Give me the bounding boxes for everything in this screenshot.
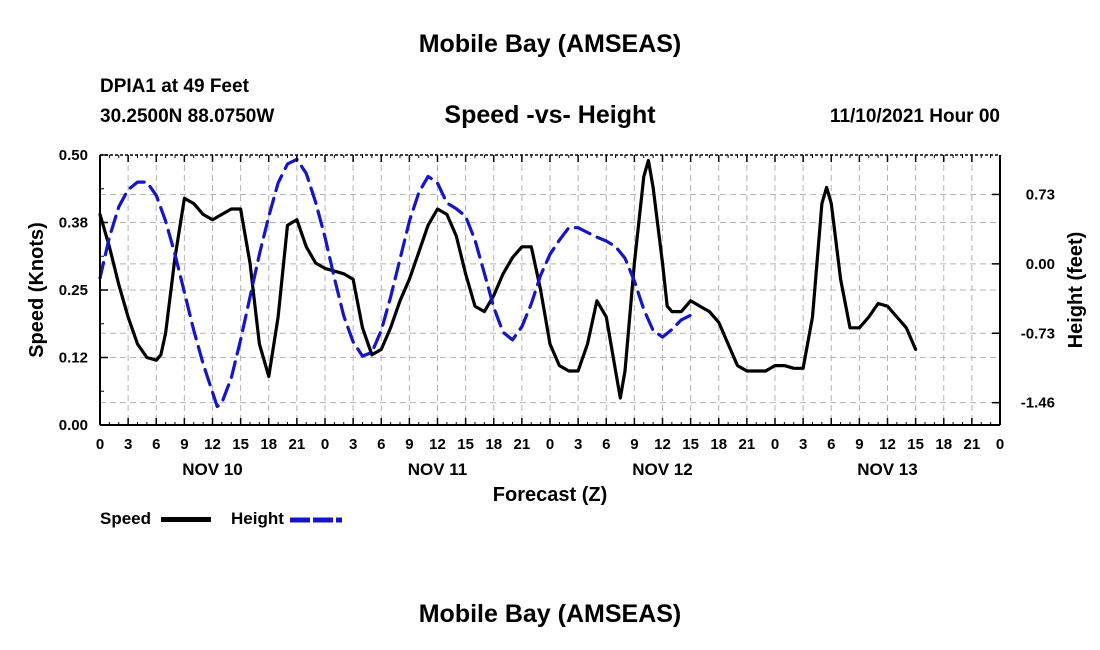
x-tick-label: 9: [405, 436, 413, 453]
x-tick-label: 0: [321, 436, 329, 453]
x-tick-label: 6: [377, 436, 385, 453]
label-layer: 0 3 6 9 12 15 18 21 0 3 6 9 12 15 18 21 0 3 6 9 12 15 18 21 0 3 6 9…: [26, 147, 1087, 506]
x-day-label: NOV 11: [408, 460, 468, 479]
x-tick-label: 21: [289, 436, 306, 453]
x-tick-label: 0: [546, 436, 554, 453]
y-tick-label-left: 0.00: [59, 417, 88, 434]
x-tick-label: 0: [996, 436, 1004, 453]
legend-height-label: Height: [231, 509, 284, 528]
x-tick-label: 3: [124, 436, 132, 453]
x-tick-label: 9: [630, 436, 638, 453]
chart-footer-title: Mobile Bay (AMSEAS): [418, 600, 682, 628]
grid-layer: [100, 155, 1000, 425]
x-tick-label: 12: [429, 436, 446, 453]
x-day-label: NOV 10: [182, 460, 242, 479]
x-tick-label: 0: [96, 436, 104, 453]
x-tick-label: 6: [152, 436, 160, 453]
y-tick-label-left: 0.12: [59, 350, 88, 367]
x-tick-label: 6: [602, 436, 610, 453]
legend: Speed: [100, 509, 151, 529]
x-tick-label: 12: [204, 436, 221, 453]
x-tick-label: 9: [855, 436, 863, 453]
y-tick-label-left: 0.50: [59, 147, 88, 164]
y-tick-label-right: 0.00: [1026, 256, 1055, 273]
forecast-date: 11/10/2021 Hour 00: [829, 106, 1000, 127]
x-tick-label: 6: [827, 436, 835, 453]
chart-subtitle: Speed -vs- Height: [444, 101, 656, 129]
legend-height-swatch: [290, 517, 342, 523]
x-tick-label: 15: [232, 436, 249, 453]
x-tick-label: 3: [799, 436, 807, 453]
series-line-height: [98, 157, 693, 409]
y-tick-label-right: 0.73: [1026, 186, 1055, 203]
y-tick-label-left: 0.38: [59, 215, 88, 232]
x-tick-label: 15: [682, 436, 699, 453]
station-name: DPIA1 at 49 Feet: [100, 76, 249, 97]
x-tick-label: 18: [260, 436, 277, 453]
legend-speed-label: Speed: [100, 509, 152, 528]
x-tick-label: 3: [574, 436, 582, 453]
legend-speed-swatch: [161, 517, 211, 522]
x-tick-label: 3: [349, 436, 357, 453]
y-axis-title-left: Speed (Knots): [26, 222, 48, 358]
x-tick-label: 21: [964, 436, 981, 453]
series-line-speed: [98, 158, 918, 400]
x-day-label: NOV 13: [857, 460, 917, 479]
x-tick-label: 12: [654, 436, 671, 453]
x-tick-label: 21: [739, 436, 756, 453]
y-axis-title-right: Height (feet): [1065, 232, 1087, 349]
y-tick-label-right: -0.73: [1021, 325, 1055, 342]
x-day-label: NOV 12: [632, 460, 692, 479]
y-tick-label-left: 0.25: [59, 282, 88, 299]
series-layer: [98, 157, 918, 409]
y-tick-label-right: -1.46: [1021, 395, 1055, 412]
legend-height-label-wrap: Height: [231, 509, 284, 529]
x-tick-label: 15: [907, 436, 924, 453]
x-tick-label: 0: [771, 436, 779, 453]
x-tick-label: 18: [935, 436, 952, 453]
x-tick-label: 21: [514, 436, 531, 453]
x-tick-label: 12: [879, 436, 896, 453]
x-tick-label: 15: [457, 436, 474, 453]
x-tick-label: 9: [180, 436, 188, 453]
station-coordinates: 30.2500N 88.0750W: [100, 106, 275, 127]
x-tick-label: 18: [710, 436, 727, 453]
chart-main-title: Mobile Bay (AMSEAS): [418, 30, 682, 58]
axis-layer: [99, 154, 1001, 426]
x-axis-title: Forecast (Z): [493, 484, 607, 506]
x-tick-label: 18: [485, 436, 502, 453]
